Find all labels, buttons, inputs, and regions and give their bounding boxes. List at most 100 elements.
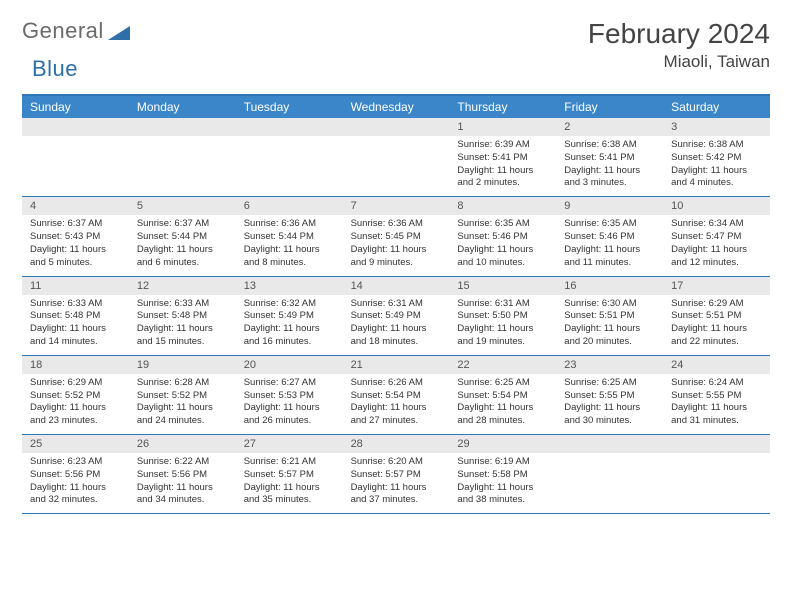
daylight-text: Daylight: 11 hours — [671, 323, 762, 336]
sunrise-text: Sunrise: 6:24 AM — [671, 377, 762, 390]
sunset-text: Sunset: 5:56 PM — [30, 469, 121, 482]
daylight-text: Daylight: 11 hours — [457, 323, 548, 336]
day-number: 29 — [449, 435, 556, 453]
sunset-text: Sunset: 5:44 PM — [137, 231, 228, 244]
sunset-text: Sunset: 5:58 PM — [457, 469, 548, 482]
daylight-text: and 30 minutes. — [564, 415, 655, 428]
calendar-cell: 17Sunrise: 6:29 AMSunset: 5:51 PMDayligh… — [663, 277, 770, 355]
day-detail: Sunrise: 6:36 AMSunset: 5:45 PMDaylight:… — [343, 215, 450, 275]
daylight-text: and 4 minutes. — [671, 177, 762, 190]
calendar-cell: 15 Sunrise: 6:31 AMSunset: 5:50 PMDayligh… — [449, 277, 556, 355]
daylight-text: Daylight: 11 hours — [671, 244, 762, 257]
day-number: 25 — [22, 435, 129, 453]
sunset-text: Sunset: 5:51 PM — [564, 310, 655, 323]
day-detail: Sunrise: 6:27 AMSunset: 5:53 PMDaylight:… — [236, 374, 343, 434]
calendar-cell — [343, 118, 450, 196]
day-number: 2 — [556, 118, 663, 136]
day-detail: Sunrise: 6:34 AMSunset: 5:47 PMDaylight:… — [663, 215, 770, 275]
daylight-text: and 18 minutes. — [351, 336, 442, 349]
day-header-row: Sunday Monday Tuesday Wednesday Thursday… — [22, 96, 770, 118]
daylight-text: and 6 minutes. — [137, 257, 228, 270]
sunset-text: Sunset: 5:46 PM — [457, 231, 548, 244]
daylight-text: and 2 minutes. — [457, 177, 548, 190]
sunrise-text: Sunrise: 6:36 AM — [244, 218, 335, 231]
daylight-text: and 38 minutes. — [457, 494, 548, 507]
day-number — [663, 435, 770, 453]
daylight-text: and 3 minutes. — [564, 177, 655, 190]
day-number: 28 — [343, 435, 450, 453]
daylight-text: Daylight: 11 hours — [137, 482, 228, 495]
daylight-text: Daylight: 11 hours — [457, 402, 548, 415]
day-detail: Sunrise: 6:26 AMSunset: 5:54 PMDaylight:… — [343, 374, 450, 434]
calendar-cell: 20Sunrise: 6:27 AMSunset: 5:53 PMDayligh… — [236, 356, 343, 434]
sunrise-text: Sunrise: 6:36 AM — [351, 218, 442, 231]
day-detail: Sunrise: 6:22 AMSunset: 5:56 PMDaylight:… — [129, 453, 236, 513]
daylight-text: and 27 minutes. — [351, 415, 442, 428]
day-detail: Sunrise: 6:25 AMSunset: 5:55 PMDaylight:… — [556, 374, 663, 434]
calendar-cell: 9Sunrise: 6:35 AMSunset: 5:46 PMDaylight… — [556, 197, 663, 275]
calendar-cell: 13Sunrise: 6:32 AMSunset: 5:49 PMDayligh… — [236, 277, 343, 355]
day-detail: Sunrise: 6:39 AMSunset: 5:41 PMDaylight:… — [449, 136, 556, 196]
sunrise-text: Sunrise: 6:33 AM — [30, 298, 121, 311]
daylight-text: Daylight: 11 hours — [244, 244, 335, 257]
day-detail: Sunrise: 6:31 AMSunset: 5:49 PMDaylight:… — [343, 295, 450, 355]
calendar-cell: 24Sunrise: 6:24 AMSunset: 5:55 PMDayligh… — [663, 356, 770, 434]
day-number: 3 — [663, 118, 770, 136]
sunset-text: Sunset: 5:55 PM — [671, 390, 762, 403]
daylight-text: Daylight: 11 hours — [30, 482, 121, 495]
day-number: 5 — [129, 197, 236, 215]
sunset-text: Sunset: 5:49 PM — [244, 310, 335, 323]
day-label: Wednesday — [343, 96, 450, 118]
day-number: 14 — [343, 277, 450, 295]
daylight-text: Daylight: 11 hours — [457, 482, 548, 495]
day-detail: Sunrise: 6:20 AMSunset: 5:57 PMDaylight:… — [343, 453, 450, 513]
sunset-text: Sunset: 5:57 PM — [244, 469, 335, 482]
sunset-text: Sunset: 5:54 PM — [351, 390, 442, 403]
sunset-text: Sunset: 5:55 PM — [564, 390, 655, 403]
calendar-cell — [129, 118, 236, 196]
calendar-cell: 29Sunrise: 6:19 AMSunset: 5:58 PMDayligh… — [449, 435, 556, 513]
calendar-cell: 8Sunrise: 6:35 AMSunset: 5:46 PMDaylight… — [449, 197, 556, 275]
brand-part1: General — [22, 18, 104, 44]
sunrise-text: Sunrise: 6:26 AM — [351, 377, 442, 390]
day-detail: Sunrise: 6:38 AMSunset: 5:42 PMDaylight:… — [663, 136, 770, 196]
day-number: 11 — [22, 277, 129, 295]
day-number: 15 — [449, 277, 556, 295]
day-number: 20 — [236, 356, 343, 374]
day-label: Thursday — [449, 96, 556, 118]
day-number: 10 — [663, 197, 770, 215]
day-detail — [236, 136, 343, 194]
daylight-text: and 10 minutes. — [457, 257, 548, 270]
day-detail: Sunrise: 6:35 AMSunset: 5:46 PMDaylight:… — [556, 215, 663, 275]
daylight-text: and 8 minutes. — [244, 257, 335, 270]
sunrise-text: Sunrise: 6:31 AM — [457, 298, 548, 311]
sunset-text: Sunset: 5:46 PM — [564, 231, 655, 244]
day-detail: Sunrise: 6:29 AMSunset: 5:52 PMDaylight:… — [22, 374, 129, 434]
daylight-text: and 26 minutes. — [244, 415, 335, 428]
calendar-cell: 10Sunrise: 6:34 AMSunset: 5:47 PMDayligh… — [663, 197, 770, 275]
sunset-text: Sunset: 5:50 PM — [457, 310, 548, 323]
daylight-text: and 12 minutes. — [671, 257, 762, 270]
sunset-text: Sunset: 5:57 PM — [351, 469, 442, 482]
day-number: 19 — [129, 356, 236, 374]
day-detail: Sunrise: 6:19 AMSunset: 5:58 PMDaylight:… — [449, 453, 556, 513]
sunrise-text: Sunrise: 6:29 AM — [30, 377, 121, 390]
sunset-text: Sunset: 5:56 PM — [137, 469, 228, 482]
daylight-text: and 32 minutes. — [30, 494, 121, 507]
sunrise-text: Sunrise: 6:33 AM — [137, 298, 228, 311]
daylight-text: Daylight: 11 hours — [30, 323, 121, 336]
sunset-text: Sunset: 5:47 PM — [671, 231, 762, 244]
sunrise-text: Sunrise: 6:22 AM — [137, 456, 228, 469]
sunrise-text: Sunrise: 6:39 AM — [457, 139, 548, 152]
daylight-text: Daylight: 11 hours — [564, 165, 655, 178]
daylight-text: and 34 minutes. — [137, 494, 228, 507]
day-detail: Sunrise: 6:33 AMSunset: 5:48 PMDaylight:… — [22, 295, 129, 355]
daylight-text: and 11 minutes. — [564, 257, 655, 270]
day-detail — [663, 453, 770, 511]
daylight-text: Daylight: 11 hours — [564, 323, 655, 336]
calendar-cell: 21Sunrise: 6:26 AMSunset: 5:54 PMDayligh… — [343, 356, 450, 434]
day-number — [343, 118, 450, 136]
day-detail: Sunrise: 6:35 AMSunset: 5:46 PMDaylight:… — [449, 215, 556, 275]
brand-logo: General — [22, 18, 130, 44]
day-detail: Sunrise: 6:28 AMSunset: 5:52 PMDaylight:… — [129, 374, 236, 434]
